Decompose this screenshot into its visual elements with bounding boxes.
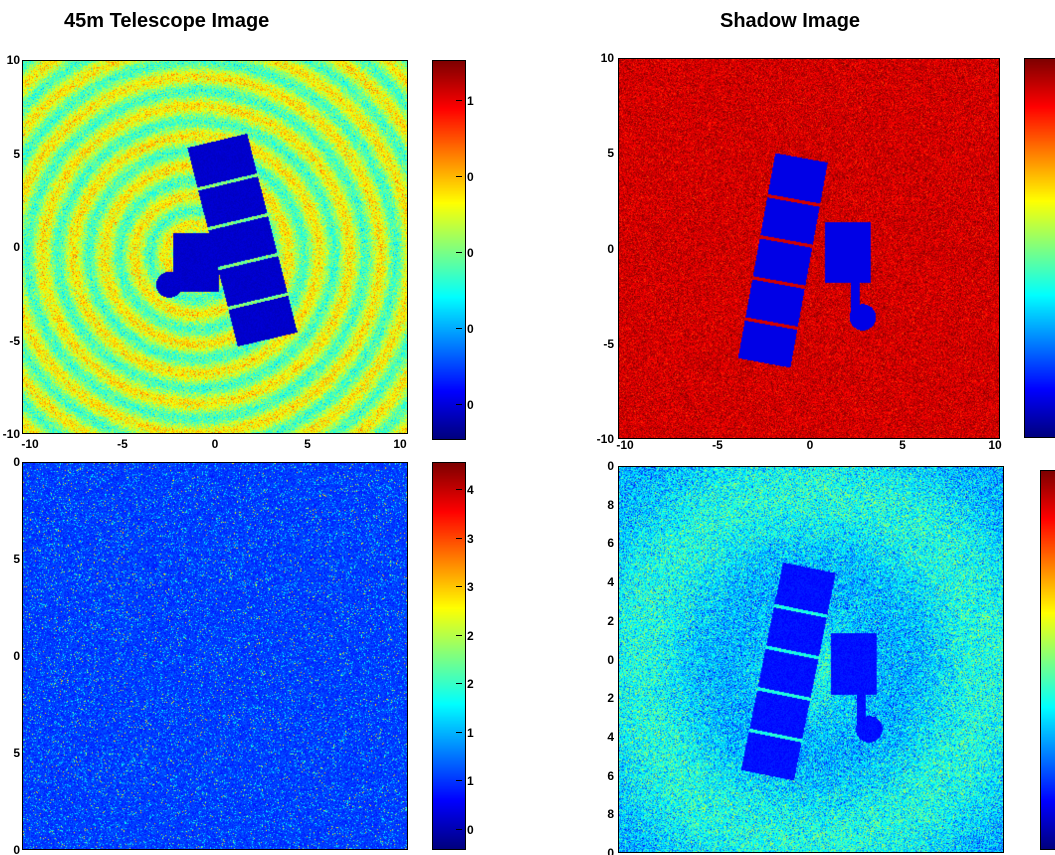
y-axis-tick-label: 0 <box>607 652 614 667</box>
shadow-image <box>619 59 999 438</box>
y-axis-tick-label: 8 <box>607 807 614 822</box>
colorbar-tick-mark <box>456 252 462 253</box>
x-axis-tick-label: 5 <box>304 437 311 451</box>
colorbar-tick-mark <box>456 634 462 636</box>
y-axis-tick-label: 0 <box>13 843 20 855</box>
colorbar-tick-mark <box>456 404 462 405</box>
colorbar-tick-label: 0 <box>467 246 474 260</box>
y-axis-tick-label: 0 <box>13 455 20 469</box>
colorbar-tick-label: 4 <box>467 483 474 497</box>
y-axis-tick-label: 0 <box>607 846 614 855</box>
image-axes-telescope <box>22 60 408 434</box>
y-axis-tick-label: 5 <box>13 552 20 566</box>
colorbar-tick-label: 1 <box>467 774 474 788</box>
y-axis-tick-label: -10 <box>596 432 614 446</box>
noisy-shadow-image <box>619 467 1003 852</box>
y-axis-tick-label: 2 <box>607 691 614 706</box>
image-axes-noise <box>22 462 408 850</box>
colorbar-gradient <box>1025 59 1055 437</box>
image-axes-shadow <box>618 58 1000 439</box>
colorbar-tick-mark <box>456 828 462 830</box>
y-axis-tick-label: 0 <box>607 241 614 256</box>
y-axis-tick-label: 10 <box>6 53 20 67</box>
y-axis-tick-label: 6 <box>607 768 614 783</box>
image-axes-noisy-shadow <box>618 466 1004 853</box>
colorbar-tick-label: 1 <box>467 94 474 108</box>
x-axis-tick-label: 0 <box>211 437 219 451</box>
colorbar-tick-label: 2 <box>467 628 474 643</box>
colorbar-shadow <box>1024 58 1055 438</box>
panel-title-right: Shadow Image <box>720 10 861 32</box>
colorbar-telescope <box>432 60 466 440</box>
colorbar-tick-label: 0 <box>467 322 474 336</box>
y-axis-tick-label: 0 <box>13 240 20 254</box>
colorbar-tick-mark <box>456 489 462 490</box>
y-axis-tick-label: 5 <box>13 746 20 760</box>
y-axis-tick-label: 5 <box>13 146 20 161</box>
x-axis-tick-label: -10 <box>616 438 634 452</box>
x-axis-tick-label: 10 <box>393 437 407 451</box>
colorbar-tick-mark <box>456 731 462 733</box>
noise-image <box>23 463 407 849</box>
y-axis-tick-label: -5 <box>9 333 20 348</box>
x-axis-tick-label: -5 <box>712 438 723 452</box>
colorbar-tick-label: 3 <box>467 531 474 546</box>
y-axis-tick-label: 5 <box>607 146 614 161</box>
colorbar-tick-mark <box>456 586 462 587</box>
y-axis-tick-label: 2 <box>607 613 614 628</box>
x-axis-tick-label: -5 <box>117 437 128 451</box>
y-axis-tick-label: 8 <box>607 497 614 512</box>
y-axis-tick-label: -10 <box>2 427 20 441</box>
y-axis-tick-label: 4 <box>607 729 614 744</box>
colorbar-tick-label: 0 <box>467 170 474 184</box>
colorbar-tick-mark <box>456 176 462 177</box>
colorbar-tick-mark <box>456 537 462 539</box>
y-axis-tick-label: -5 <box>603 336 614 351</box>
telescope-image <box>23 61 407 433</box>
x-axis-tick-label: 10 <box>988 438 1002 452</box>
colorbar-noisy-shadow <box>1040 470 1055 850</box>
x-axis-tick-label: 0 <box>806 438 814 452</box>
y-axis-tick-label: 0 <box>607 459 614 473</box>
colorbar-gradient <box>1041 471 1055 849</box>
panel-title-left: 45m Telescope Image <box>64 10 270 32</box>
x-axis-tick-label: -10 <box>21 437 39 451</box>
colorbar-tick-mark <box>456 780 462 781</box>
x-axis-tick-label: 5 <box>899 438 906 452</box>
colorbar-tick-label: 0 <box>467 398 474 412</box>
y-axis-tick-label: 0 <box>13 649 20 663</box>
colorbar-tick-mark <box>456 683 462 684</box>
y-axis-tick-label: 6 <box>607 536 614 551</box>
colorbar-gradient <box>433 463 465 849</box>
colorbar-tick-label: 2 <box>467 677 474 691</box>
colorbar-tick-mark <box>456 100 462 101</box>
y-axis-tick-label: 10 <box>600 51 614 65</box>
colorbar-tick-label: 3 <box>467 580 474 594</box>
colorbar-noise <box>432 462 466 850</box>
colorbar-tick-mark <box>456 328 462 329</box>
colorbar-tick-label: 0 <box>467 822 474 837</box>
colorbar-tick-label: 1 <box>467 725 474 740</box>
y-axis-tick-label: 4 <box>607 575 614 590</box>
colorbar-gradient <box>433 61 465 439</box>
